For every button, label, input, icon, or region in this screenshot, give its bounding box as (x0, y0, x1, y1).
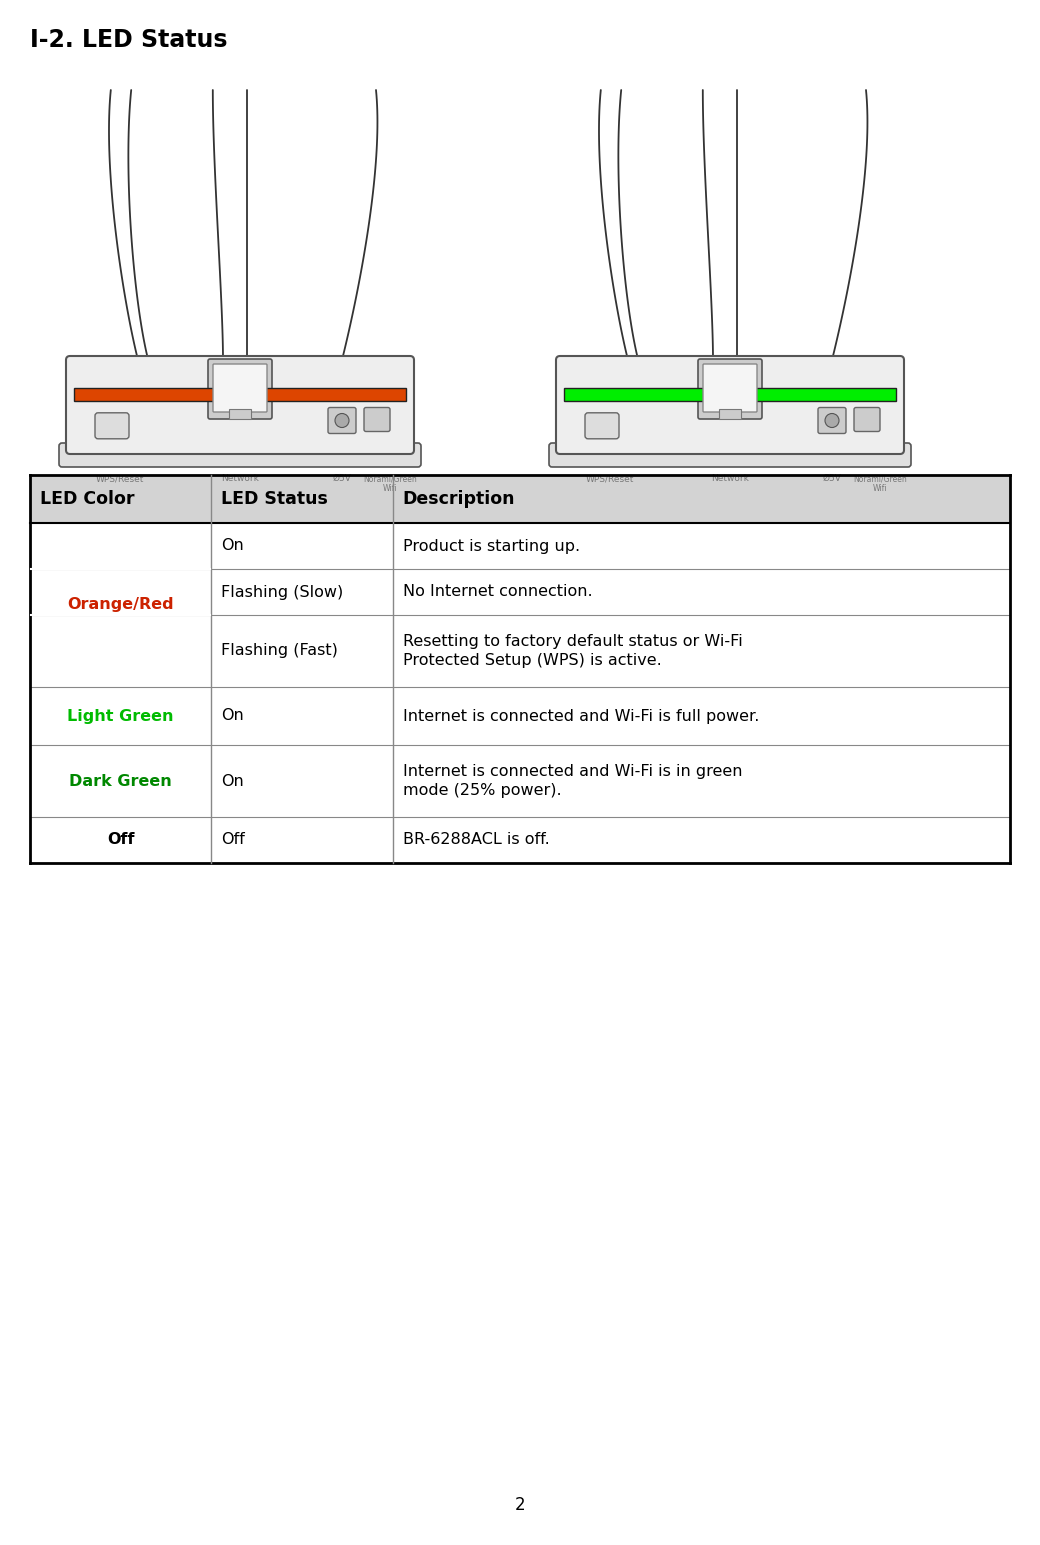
Bar (719, 409, 740, 419)
Text: Orange/Red: Orange/Red (68, 598, 174, 612)
Bar (30, 474, 1010, 524)
FancyBboxPatch shape (59, 443, 421, 467)
FancyBboxPatch shape (584, 413, 619, 439)
Bar (30, 745, 1010, 817)
FancyBboxPatch shape (364, 408, 390, 431)
Bar (30, 524, 1010, 569)
Circle shape (335, 414, 349, 428)
Bar (30, 688, 211, 745)
Text: BR-6288ACL is off.: BR-6288ACL is off. (402, 833, 549, 848)
Text: Description: Description (402, 490, 515, 508)
Bar (229, 409, 251, 419)
Bar (74, 388, 406, 400)
Text: LED Color: LED Color (40, 490, 134, 508)
Text: Ø5V: Ø5V (333, 474, 352, 484)
FancyBboxPatch shape (818, 408, 846, 434)
Text: WPS/Reset: WPS/Reset (586, 474, 634, 484)
Text: Dark Green: Dark Green (70, 774, 172, 788)
Bar (30, 817, 1010, 864)
Text: LED Status: LED Status (222, 490, 329, 508)
Text: Flashing (Slow): Flashing (Slow) (222, 584, 343, 599)
Bar (30, 615, 1010, 688)
Text: Network: Network (222, 474, 259, 484)
FancyBboxPatch shape (703, 365, 757, 413)
Text: Internet is connected and Wi-Fi is in green
mode (25% power).: Internet is connected and Wi-Fi is in gr… (402, 763, 743, 799)
FancyBboxPatch shape (66, 355, 414, 454)
Text: Off: Off (222, 833, 245, 848)
FancyBboxPatch shape (854, 408, 880, 431)
FancyBboxPatch shape (549, 443, 911, 467)
Text: Ø5V: Ø5V (823, 474, 841, 484)
Bar (564, 388, 896, 400)
Text: Product is starting up.: Product is starting up. (402, 539, 579, 553)
Text: Flashing (Fast): Flashing (Fast) (222, 644, 338, 658)
Text: Resetting to factory default status or Wi-Fi
Protected Setup (WPS) is active.: Resetting to factory default status or W… (402, 633, 743, 669)
Text: Network: Network (711, 474, 749, 484)
Text: Off: Off (107, 833, 134, 848)
FancyBboxPatch shape (208, 358, 272, 419)
FancyBboxPatch shape (698, 358, 762, 419)
Text: WPS/Reset: WPS/Reset (96, 474, 145, 484)
Text: Noraml/Green
Wifi: Noraml/Green Wifi (853, 474, 907, 493)
Text: No Internet connection.: No Internet connection. (402, 584, 592, 599)
FancyBboxPatch shape (556, 355, 904, 454)
FancyBboxPatch shape (328, 408, 356, 434)
FancyBboxPatch shape (95, 413, 129, 439)
FancyBboxPatch shape (213, 365, 267, 413)
Bar (30, 524, 211, 688)
Text: I-2. LED Status: I-2. LED Status (30, 28, 228, 53)
Circle shape (825, 414, 839, 428)
Bar (30, 688, 1010, 745)
Text: On: On (222, 709, 244, 723)
Text: 2: 2 (515, 1496, 525, 1514)
Text: On: On (222, 539, 244, 553)
Text: Light Green: Light Green (68, 709, 174, 723)
Bar (30, 817, 211, 864)
Text: Noraml/Green
Wifi: Noraml/Green Wifi (363, 474, 417, 493)
Text: Internet is connected and Wi-Fi is full power.: Internet is connected and Wi-Fi is full … (402, 709, 759, 723)
Bar (30, 745, 211, 817)
Text: On: On (222, 774, 244, 788)
Bar (30, 569, 1010, 615)
